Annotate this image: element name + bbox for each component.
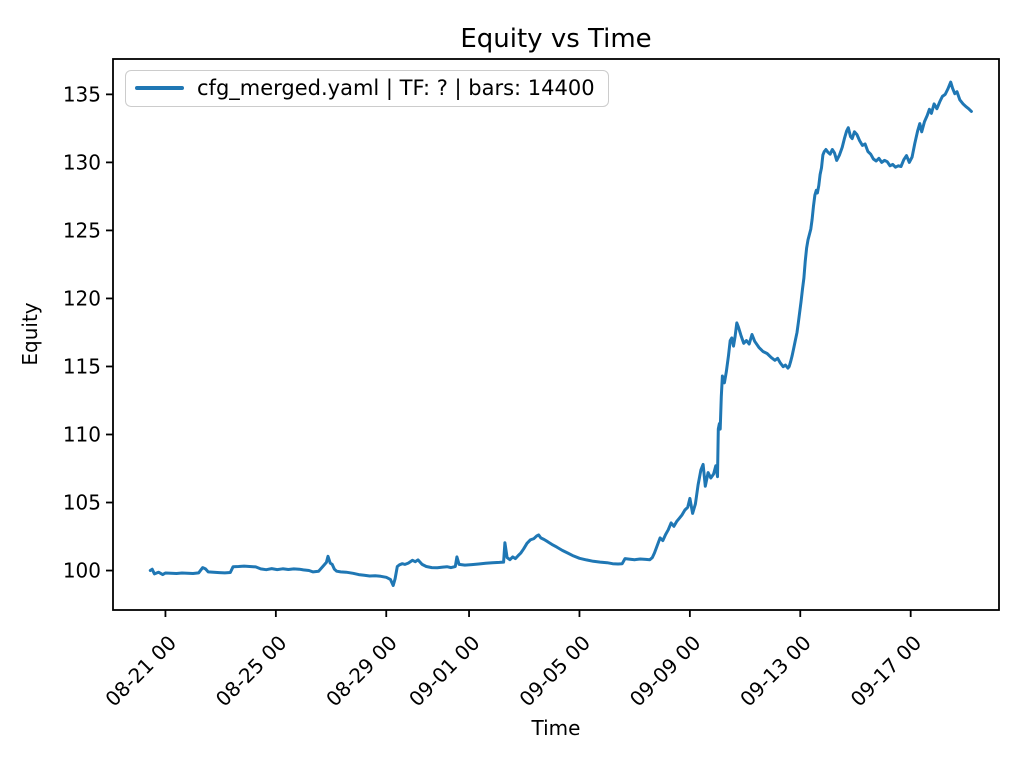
- y-tick-label: 105: [63, 491, 101, 515]
- legend-line-swatch: [135, 86, 184, 90]
- legend: cfg_merged.yaml | TF: ? | bars: 14400: [125, 70, 609, 107]
- x-tick-label: 08-29 00: [321, 631, 402, 712]
- y-tick-label: 135: [63, 82, 101, 106]
- x-tick-label: 09-01 00: [404, 631, 485, 712]
- y-tick-label: 115: [63, 354, 101, 378]
- chart-title: Equity vs Time: [460, 24, 652, 54]
- x-tick-label: 08-25 00: [211, 631, 292, 712]
- plot-border: [112, 58, 1000, 611]
- y-tick-label: 125: [63, 218, 101, 242]
- y-tick-label: 100: [63, 559, 101, 583]
- y-tick-label: 110: [63, 422, 101, 446]
- y-tick-label: 130: [63, 150, 101, 174]
- x-tick-label: 09-13 00: [735, 631, 816, 712]
- y-tick-label: 120: [63, 286, 101, 310]
- equity-series-line: [148, 80, 973, 587]
- x-tick-label: 09-17 00: [846, 631, 927, 712]
- x-tick-label: 09-05 00: [514, 631, 595, 712]
- x-tick-label: 09-09 00: [625, 631, 706, 712]
- x-tick-label: 08-21 00: [100, 631, 181, 712]
- y-axis-label: Equity: [18, 302, 42, 366]
- x-axis-label: Time: [531, 716, 581, 740]
- legend-label: cfg_merged.yaml | TF: ? | bars: 14400: [197, 76, 595, 100]
